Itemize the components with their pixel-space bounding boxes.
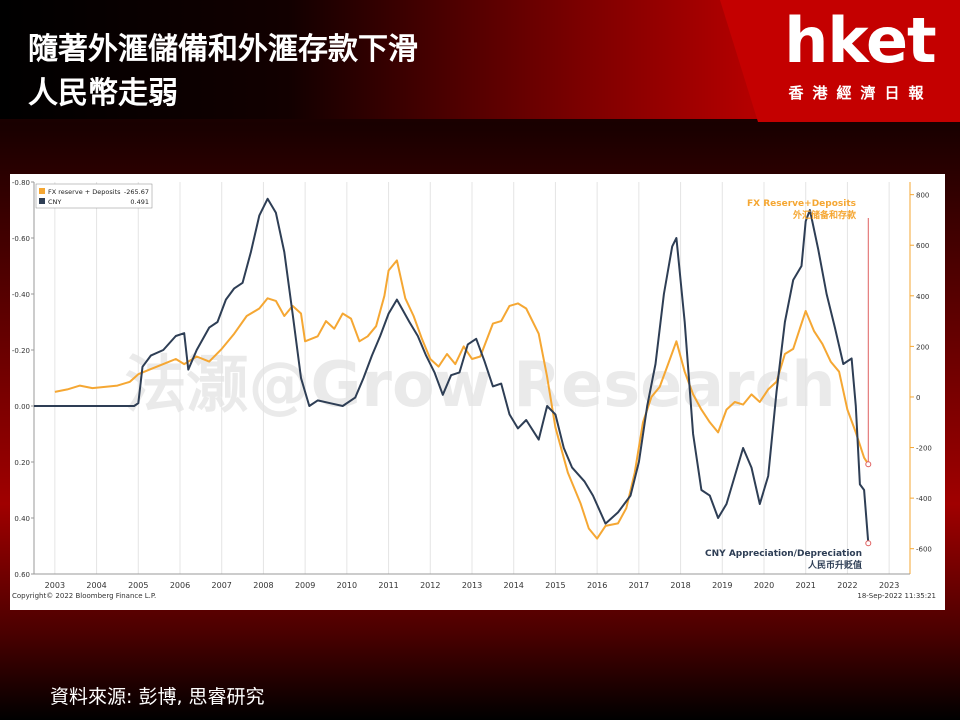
right-tick-label: 800: [916, 192, 929, 200]
right-tick-label: -600: [916, 546, 932, 554]
x-tick-label: 2009: [295, 581, 315, 590]
left-tick-label: 0.40: [14, 515, 30, 523]
x-tick-label: 2018: [670, 581, 690, 590]
legend-swatch: [39, 188, 45, 194]
legend-box: [35, 183, 153, 209]
right-tick-label: 600: [916, 242, 929, 250]
right-tick-label: -200: [916, 445, 932, 453]
cny-series-line: [34, 197, 870, 544]
logo-subtitle: 香港經濟日報: [788, 84, 933, 102]
x-tick-label: 2022: [837, 581, 857, 590]
fx-annotation-cn: 外汇储备和存款: [792, 209, 857, 221]
x-tick-label: 2005: [128, 581, 148, 590]
legend-label: CNY: [48, 198, 61, 206]
x-tick-label: 2017: [629, 581, 649, 590]
x-tick-label: 2019: [712, 581, 732, 590]
left-tick-label: 0.00: [14, 403, 30, 411]
legend-value: -265.67: [124, 188, 149, 196]
title-line-2: 人民幣走弱: [28, 76, 178, 111]
x-tick-label: 2007: [212, 581, 232, 590]
x-tick-label: 2023: [879, 581, 899, 590]
x-tick-label: 2015: [545, 581, 565, 590]
x-tick-label: 2003: [45, 581, 65, 590]
chart-panel: 法灏@Grow Research 2003 2004 2005 2006 2007 2008…: [10, 174, 945, 610]
legend-swatch: [39, 198, 45, 204]
fx-end-marker: [865, 461, 872, 468]
left-tick-label: 0.60: [14, 571, 30, 579]
left-tick-label: -0.80: [12, 179, 30, 187]
left-tick-label: -0.60: [12, 235, 30, 243]
copyright-text: Copyright© 2022 Bloomberg Finance L.P.: [12, 592, 156, 600]
x-tick-label: 2020: [754, 581, 774, 590]
cny-annotation-cn: 人民币升贬值: [807, 559, 862, 571]
x-tick-label: 2008: [253, 581, 273, 590]
x-tick-label: 2016: [587, 581, 607, 590]
cny-end-marker: [865, 540, 872, 547]
x-tick-label: 2006: [170, 581, 190, 590]
x-tick-label: 2014: [504, 581, 524, 590]
x-tick-label: 2013: [462, 581, 482, 590]
header-divider: [0, 119, 960, 122]
logo-panel: [720, 0, 960, 122]
hket-logo: hket: [784, 4, 936, 77]
x-tick-label: 2011: [378, 581, 398, 590]
source-note: 資料來源: 彭博, 思睿研究: [50, 686, 265, 708]
title-line-1: 隨著外滙儲備和外滙存款下滑: [28, 32, 418, 67]
left-tick-label: -0.20: [12, 347, 30, 355]
slide-title: 隨著外滙儲備和外滙存款下滑 人民幣走弱: [28, 28, 418, 116]
right-tick-label: 200: [916, 343, 929, 351]
fx-reserve-series-line: [54, 259, 870, 540]
right-tick-label: 400: [916, 293, 929, 301]
cny-annotation-en: CNY Appreciation/Depreciation: [705, 549, 862, 559]
x-tick-label: 2004: [86, 581, 106, 590]
timestamp-text: 18-Sep-2022 11:35:21: [857, 592, 936, 600]
x-tick-label: 2021: [796, 581, 816, 590]
legend-value: 0.491: [130, 198, 149, 206]
fx-annotation-en: FX Reserve+Deposits: [747, 199, 856, 209]
legend-label: FX reserve + Deposits: [48, 188, 121, 196]
right-tick-label: -400: [916, 495, 932, 503]
x-tick-label: 2010: [337, 581, 357, 590]
watermark: 法灏@Grow Research: [125, 348, 836, 421]
left-tick-label: 0.20: [14, 459, 30, 467]
right-tick-label: 0: [916, 394, 920, 402]
left-tick-label: -0.40: [12, 291, 30, 299]
x-tick-label: 2012: [420, 581, 440, 590]
